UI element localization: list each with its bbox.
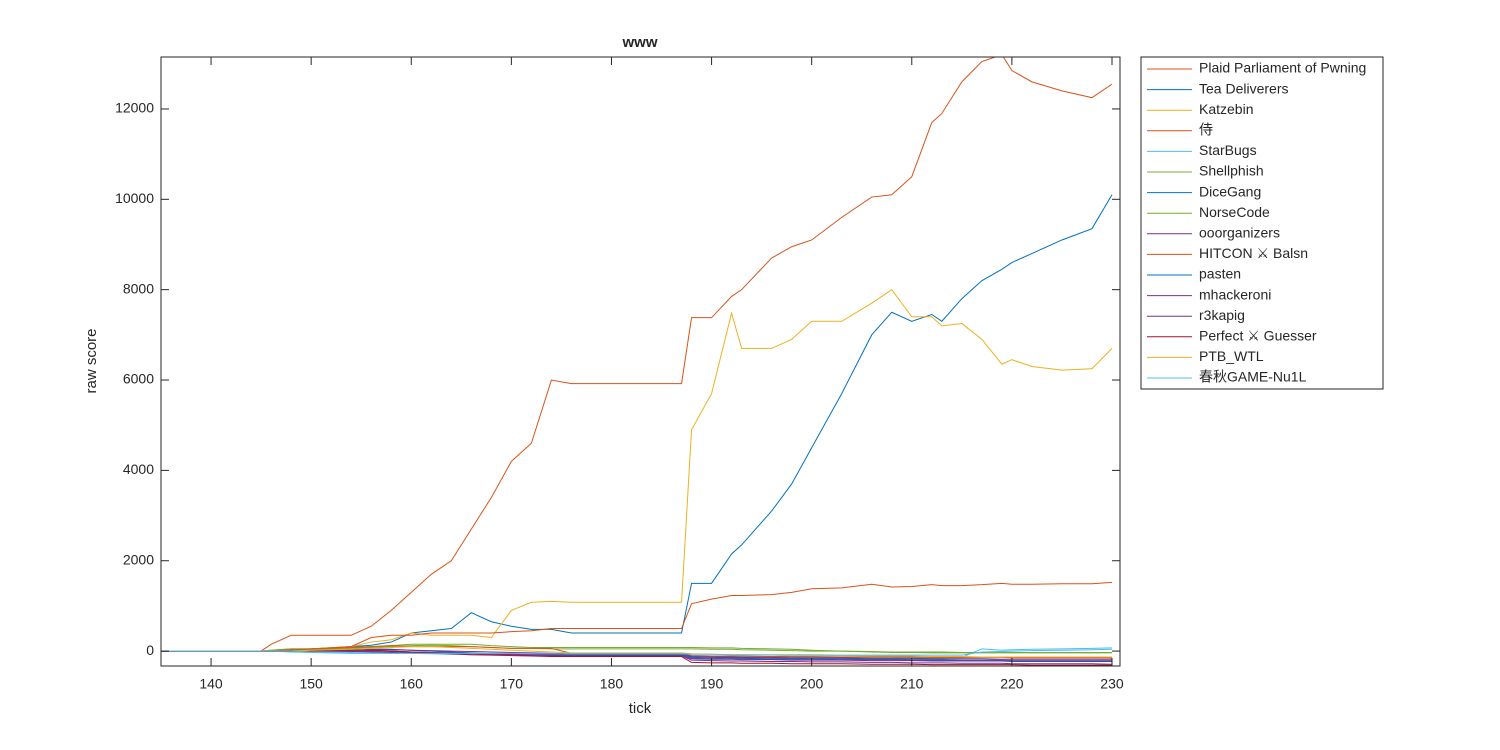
x-tick-label: 140 <box>199 676 223 692</box>
series-line <box>161 648 1113 656</box>
legend-label: ooorganizers <box>1199 225 1280 241</box>
legend-label: StarBugs <box>1199 142 1257 158</box>
chart-title: www <box>621 34 657 51</box>
legend-label: DiceGang <box>1199 183 1261 199</box>
series-line <box>161 644 1112 653</box>
y-tick-label: 12000 <box>115 100 154 116</box>
series-line <box>161 649 1112 660</box>
legend-label: Perfect ⚔ Guesser <box>1199 328 1317 344</box>
legend-label: mhackeroni <box>1199 286 1271 302</box>
x-tick-label: 210 <box>900 676 924 692</box>
series-line <box>161 649 1112 666</box>
y-tick-label: 10000 <box>115 190 154 206</box>
legend-box <box>1140 56 1384 390</box>
series-line <box>161 650 1112 662</box>
legend-label: 侍 <box>1199 122 1213 138</box>
series-line <box>161 581 1113 652</box>
legend-label: r3kapig <box>1199 307 1245 323</box>
legend-label: pasten <box>1199 266 1241 282</box>
y-tick-label: 4000 <box>123 461 154 477</box>
legend-label: PTB_WTL <box>1199 348 1264 364</box>
x-tick-label: 230 <box>1100 676 1124 692</box>
legend-label: Katzebin <box>1199 101 1253 117</box>
y-tick-label: 8000 <box>123 280 154 296</box>
plot-area <box>161 57 1120 666</box>
legend-label: NorseCode <box>1199 204 1270 220</box>
x-tick-label: 200 <box>800 676 824 692</box>
x-tick-label: 170 <box>500 676 524 692</box>
legend-label: Tea Deliverers <box>1199 80 1288 96</box>
series-line <box>161 194 1113 652</box>
series-line <box>161 288 1113 652</box>
legend-label: Shellphish <box>1199 163 1264 179</box>
series-line <box>161 645 1112 659</box>
series-line <box>161 57 1113 652</box>
axes-box <box>160 56 1121 667</box>
y-axis-label: raw score <box>83 328 100 393</box>
legend-label: Plaid Parliament of Pwning <box>1199 60 1366 76</box>
lines <box>161 57 1113 666</box>
x-tick-label: 150 <box>299 676 323 692</box>
x-tick-label: 190 <box>700 676 724 692</box>
y-tick-label: 6000 <box>123 371 154 387</box>
x-tick-label: 220 <box>1000 676 1024 692</box>
y-tick-label: 0 <box>146 642 154 658</box>
legend-label: HITCON ⚔ Balsn <box>1199 245 1308 261</box>
x-tick-label: 180 <box>600 676 624 692</box>
y-tick-label: 2000 <box>123 551 154 567</box>
x-axis-label: tick <box>629 700 652 717</box>
series-line <box>161 650 1113 665</box>
legend-label: 春秋GAME-Nu1L <box>1199 369 1307 385</box>
x-tick-label: 160 <box>400 676 424 692</box>
